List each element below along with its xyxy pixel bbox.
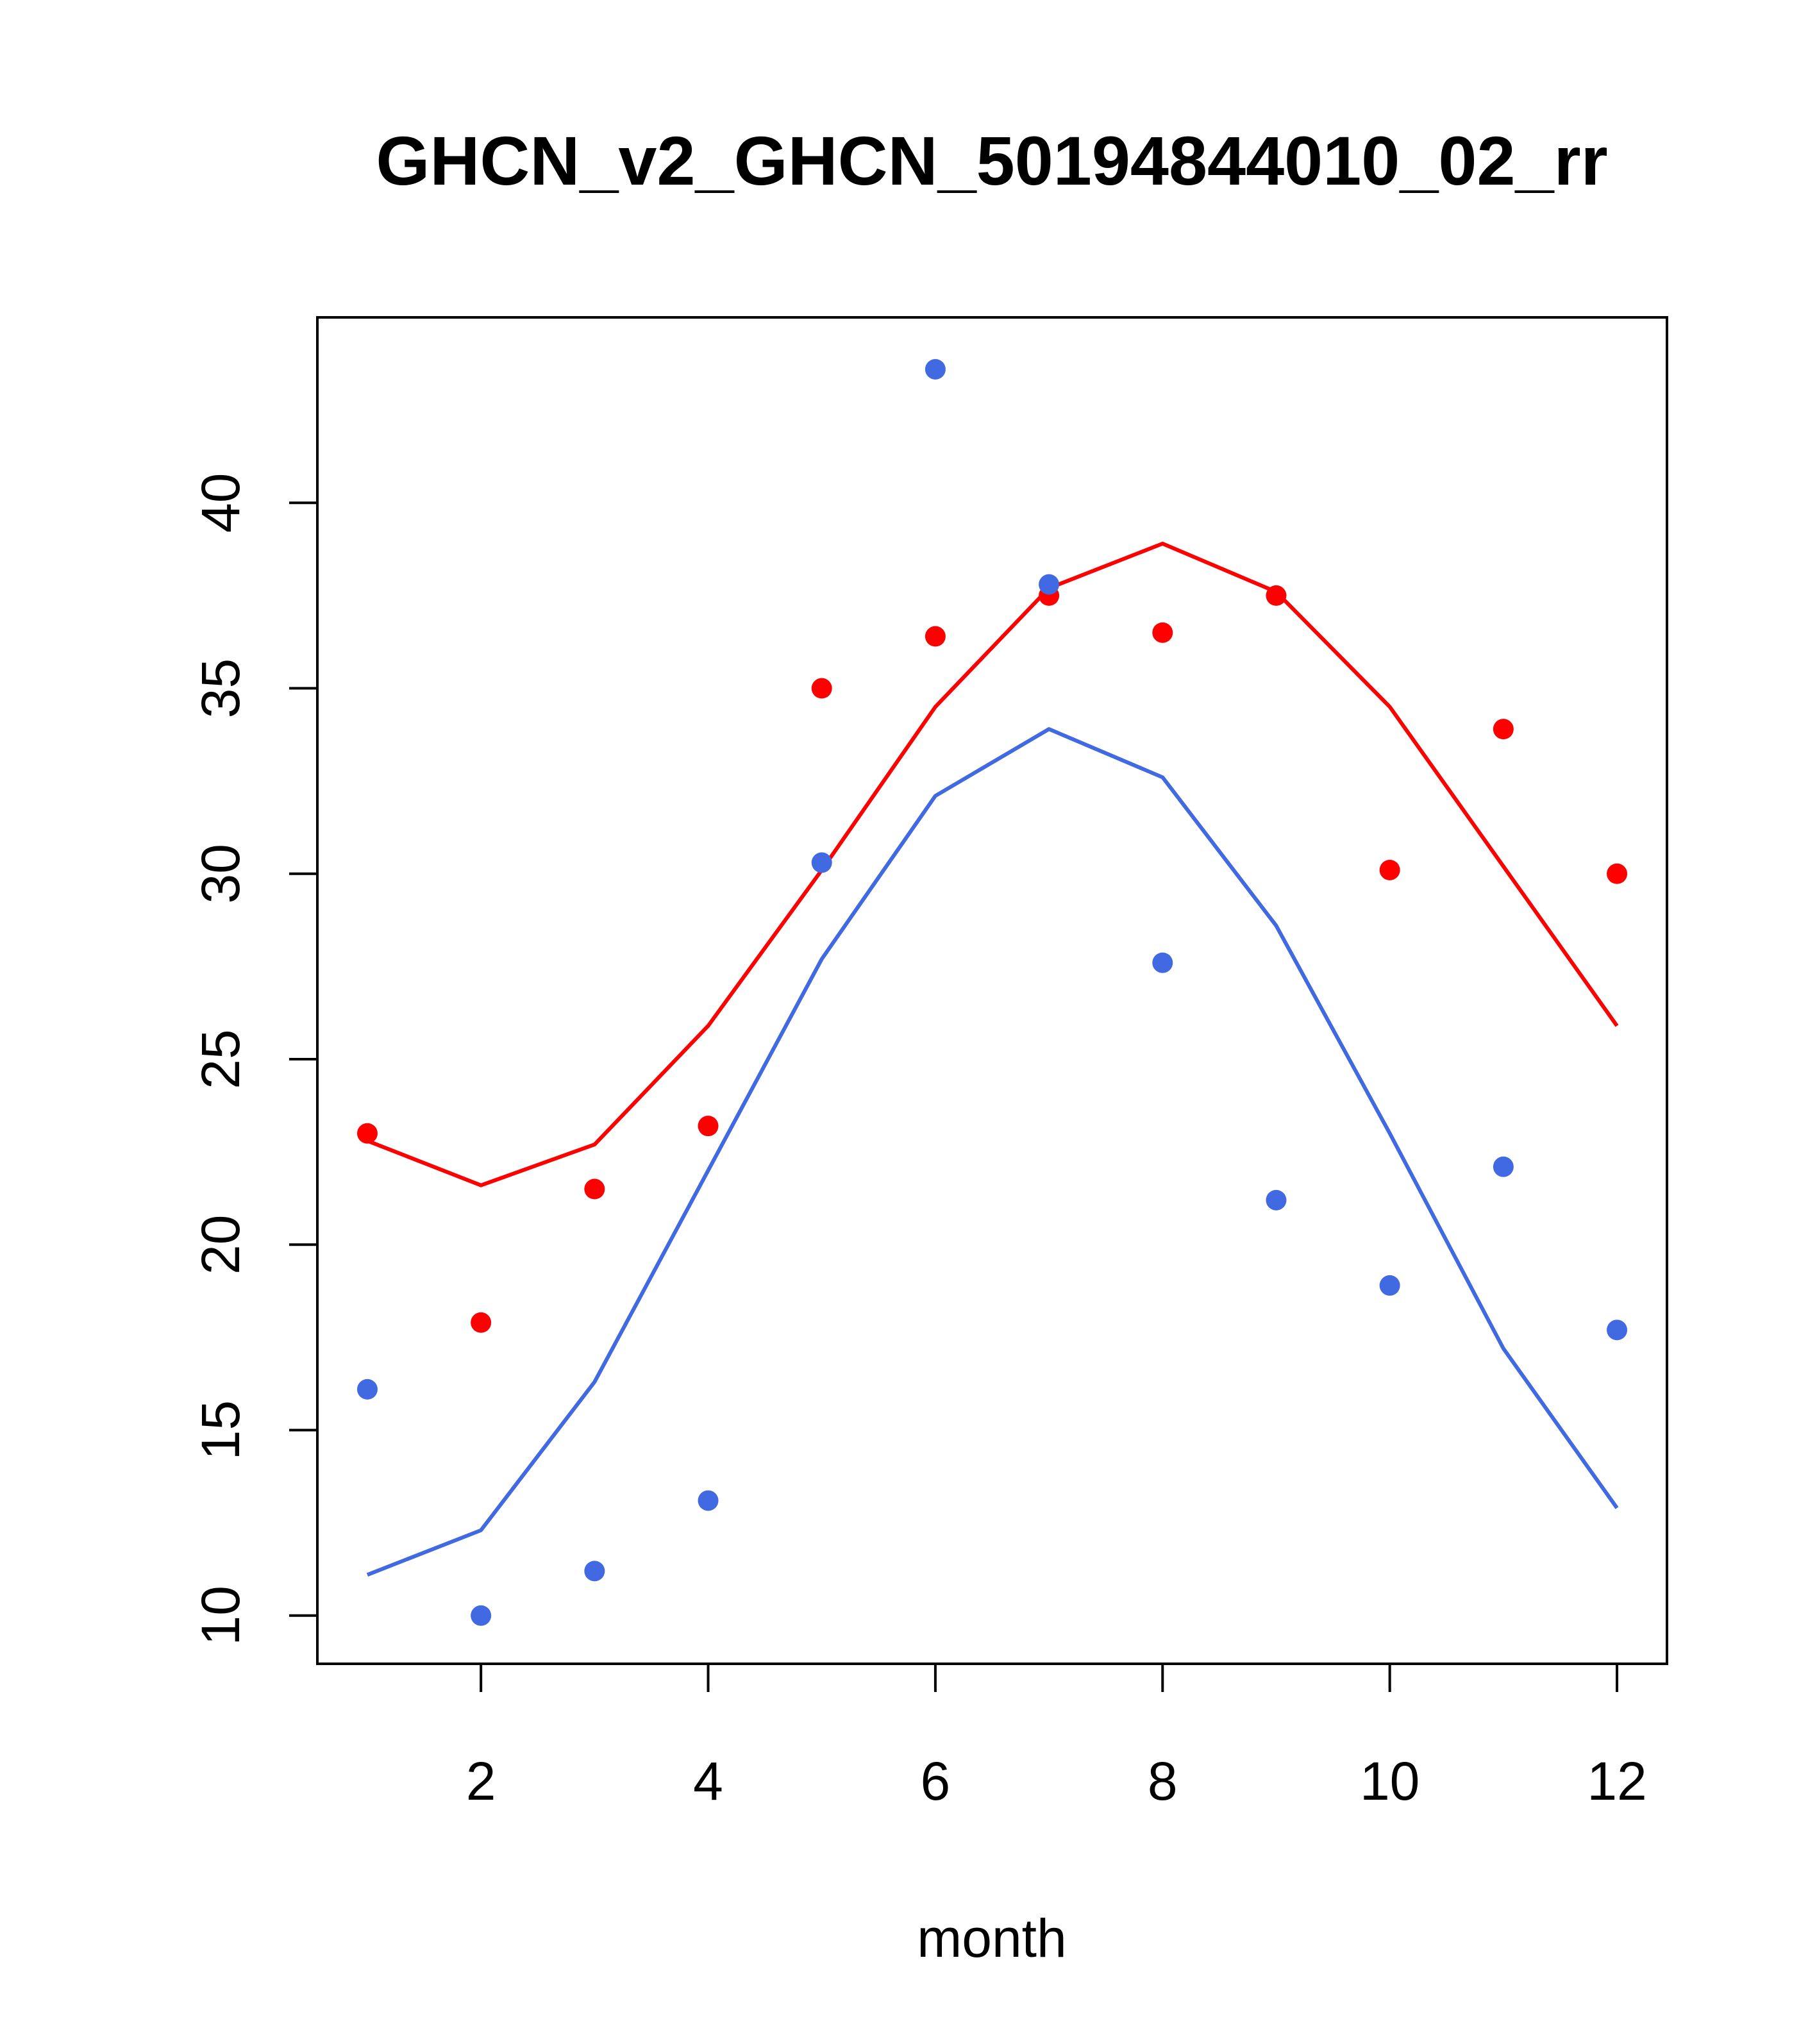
y-tick-label: 30	[190, 844, 251, 903]
y-axis: 10 15 20 25 30 35 40	[190, 473, 319, 1646]
series-2-point	[925, 358, 946, 380]
y-tick-label: 10	[190, 1586, 251, 1645]
y-tick-label: 40	[190, 473, 251, 533]
x-tick-label: 6	[921, 1751, 951, 1811]
y-tick-label: 15	[190, 1400, 251, 1460]
series-1-point	[1607, 863, 1628, 884]
series-1-line	[366, 541, 1619, 1187]
series-1-point	[925, 626, 946, 647]
series-2-point	[1379, 1275, 1400, 1296]
series-2-point	[1152, 952, 1173, 973]
series-2-line	[366, 727, 1619, 1577]
series-2-point	[1493, 1156, 1514, 1177]
series-1-point	[356, 1123, 378, 1144]
chart-title: GHCN_v2_GHCN_50194844010_02_rr	[376, 122, 1607, 199]
series-2-point	[1266, 1189, 1287, 1210]
series-2-point	[356, 1378, 378, 1400]
series-2-point	[698, 1490, 719, 1511]
series-1-point	[811, 678, 832, 699]
series-1-point	[584, 1178, 605, 1200]
series-2-point	[811, 852, 832, 873]
x-axis: 2 4 6 8 10 12	[466, 1663, 1647, 1811]
series-2-point	[584, 1561, 605, 1582]
series-1-point	[1379, 859, 1400, 880]
series-1-point	[1152, 622, 1173, 643]
y-tick-label: 20	[190, 1215, 251, 1275]
plot-frame	[316, 316, 1668, 1665]
series-2-point	[1039, 574, 1060, 595]
x-tick-label: 8	[1148, 1751, 1178, 1811]
series-1-point	[471, 1312, 492, 1333]
series-2-point	[1607, 1319, 1628, 1341]
x-tick-label: 4	[693, 1751, 723, 1811]
series-layer	[356, 358, 1628, 1626]
series-1-point	[1266, 585, 1287, 606]
y-tick-label: 25	[190, 1029, 251, 1089]
x-axis-label: month	[917, 1908, 1066, 1968]
x-tick-label: 12	[1587, 1751, 1646, 1811]
series-2-point	[471, 1605, 492, 1626]
x-tick-label: 2	[466, 1751, 496, 1811]
series-1-point	[1493, 719, 1514, 740]
x-tick-label: 10	[1360, 1751, 1419, 1811]
y-tick-label: 35	[190, 658, 251, 718]
series-1-point	[698, 1116, 719, 1137]
